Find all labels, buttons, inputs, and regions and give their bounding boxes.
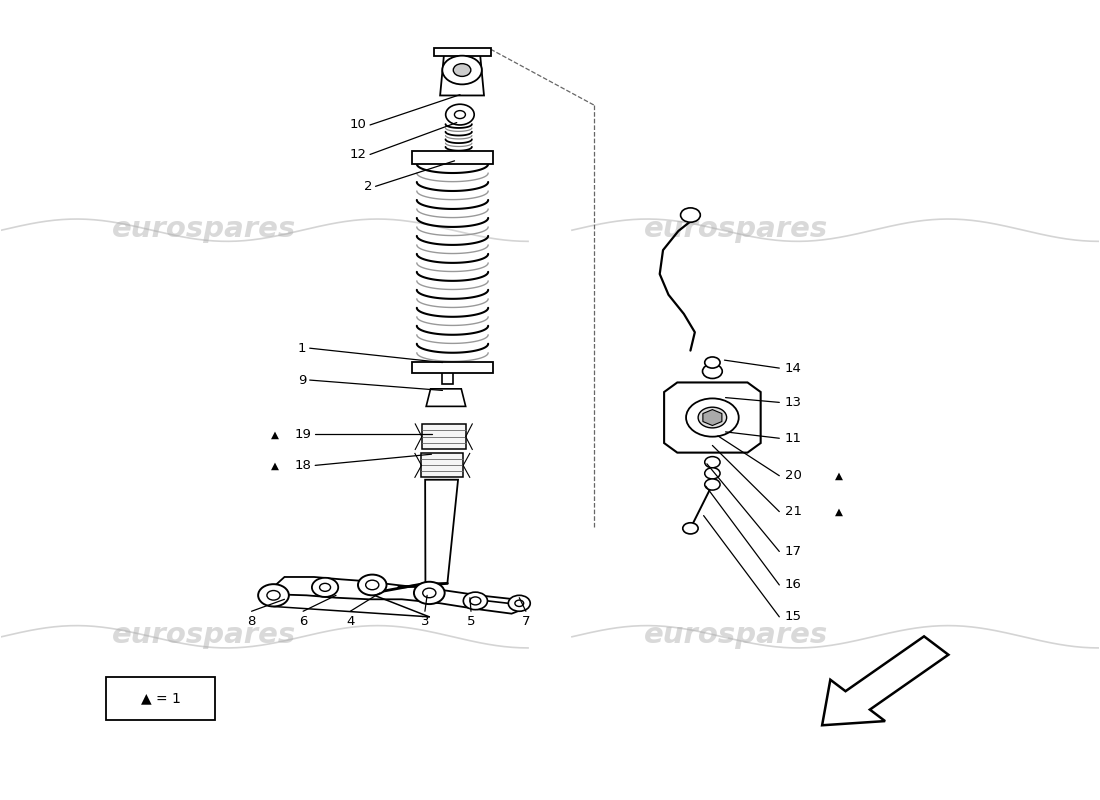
Circle shape <box>422 588 436 598</box>
Polygon shape <box>271 577 528 614</box>
Text: 13: 13 <box>784 396 802 409</box>
Circle shape <box>705 479 720 490</box>
Polygon shape <box>442 368 453 384</box>
Circle shape <box>698 407 727 428</box>
Circle shape <box>446 104 474 125</box>
Text: 6: 6 <box>299 615 307 628</box>
Text: 16: 16 <box>784 578 802 591</box>
Circle shape <box>470 597 481 605</box>
Text: 12: 12 <box>350 148 366 161</box>
Text: 1: 1 <box>298 342 307 354</box>
Polygon shape <box>412 151 493 164</box>
Polygon shape <box>421 424 465 450</box>
Circle shape <box>703 364 723 378</box>
Circle shape <box>267 590 280 600</box>
Circle shape <box>454 110 465 118</box>
Text: 11: 11 <box>784 432 802 445</box>
Polygon shape <box>664 382 761 453</box>
Polygon shape <box>433 48 491 56</box>
Text: eurospares: eurospares <box>112 214 297 242</box>
Polygon shape <box>425 480 458 583</box>
Text: 15: 15 <box>784 610 802 623</box>
Circle shape <box>442 56 482 84</box>
Text: 3: 3 <box>420 615 429 628</box>
Text: 14: 14 <box>784 362 802 374</box>
Text: ▲: ▲ <box>271 430 279 439</box>
Text: 20: 20 <box>784 470 802 482</box>
Polygon shape <box>412 362 493 373</box>
Circle shape <box>508 595 530 611</box>
Polygon shape <box>426 389 465 406</box>
Text: ▲: ▲ <box>271 460 279 470</box>
Bar <box>106 677 216 721</box>
Circle shape <box>681 208 701 222</box>
Polygon shape <box>703 410 722 426</box>
Circle shape <box>463 592 487 610</box>
Circle shape <box>453 64 471 77</box>
Circle shape <box>705 457 720 468</box>
Text: ▲: ▲ <box>835 470 844 481</box>
Text: eurospares: eurospares <box>645 214 828 242</box>
Circle shape <box>312 578 338 597</box>
Circle shape <box>258 584 289 606</box>
Text: ▲ = 1: ▲ = 1 <box>141 691 180 706</box>
Circle shape <box>686 398 739 437</box>
Text: 8: 8 <box>248 615 255 628</box>
Text: eurospares: eurospares <box>645 621 828 649</box>
Text: ▲: ▲ <box>835 506 844 517</box>
Circle shape <box>358 574 386 595</box>
Text: eurospares: eurospares <box>112 621 297 649</box>
Circle shape <box>365 580 378 590</box>
Polygon shape <box>822 636 948 726</box>
Text: 7: 7 <box>521 615 530 628</box>
Text: 21: 21 <box>784 505 802 518</box>
Circle shape <box>320 583 331 591</box>
Text: 9: 9 <box>298 374 307 386</box>
Circle shape <box>683 522 698 534</box>
Text: 18: 18 <box>295 459 312 472</box>
Circle shape <box>705 357 720 368</box>
Circle shape <box>414 582 444 604</box>
Text: 2: 2 <box>364 180 372 193</box>
Circle shape <box>515 600 524 606</box>
Polygon shape <box>421 454 463 478</box>
Text: 4: 4 <box>346 615 354 628</box>
Text: 19: 19 <box>295 428 312 441</box>
Text: 5: 5 <box>466 615 475 628</box>
Circle shape <box>705 468 720 479</box>
Polygon shape <box>440 50 484 95</box>
Text: 10: 10 <box>350 118 366 131</box>
Text: 17: 17 <box>784 545 802 558</box>
